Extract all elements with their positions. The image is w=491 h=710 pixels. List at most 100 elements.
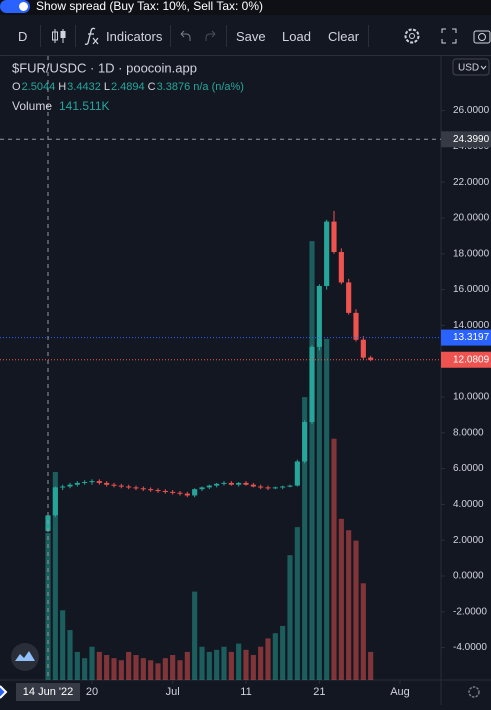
volume-layer xyxy=(45,241,374,680)
crosshair-y-label: 24.3990 xyxy=(453,134,490,145)
candle-body xyxy=(331,221,337,253)
settings-icon[interactable] xyxy=(402,26,422,46)
spread-toggle[interactable] xyxy=(0,0,30,13)
volume-bar xyxy=(177,660,183,680)
volume-bar xyxy=(199,646,205,680)
volume-bar xyxy=(60,610,66,680)
volume-bar xyxy=(324,338,330,680)
candle-body xyxy=(258,486,264,488)
candle-body xyxy=(368,357,374,360)
y-tick-label: 6.0000 xyxy=(453,463,484,474)
candle-body xyxy=(236,482,242,485)
candle-body xyxy=(346,282,352,313)
volume-title: Volume xyxy=(12,99,52,113)
volume-bar xyxy=(206,651,212,680)
save-button[interactable]: Save xyxy=(236,29,266,44)
volume-bar xyxy=(126,651,132,680)
candle-body xyxy=(52,487,58,516)
ohlc-legend: O 2.5044 H 3.4432 L 2.4894 C 3.3876 n/a (n/a%) xyxy=(12,81,244,93)
crosshair-y-badge xyxy=(441,131,491,148)
screenshot-icon[interactable] xyxy=(472,27,491,45)
indicators-icon[interactable] xyxy=(84,26,100,46)
interval-button[interactable]: D xyxy=(18,29,28,44)
ohlc-value: 3.3876 xyxy=(157,81,191,93)
volume-bar xyxy=(111,658,117,680)
volume-bar xyxy=(155,663,161,680)
candle-body xyxy=(89,481,95,483)
candle-body xyxy=(74,482,80,485)
currency-box[interactable] xyxy=(452,58,490,76)
candle-type-icon[interactable] xyxy=(50,27,68,45)
ohlc-key: C xyxy=(148,81,156,93)
volume-bar xyxy=(243,649,249,680)
separator xyxy=(40,25,41,47)
candle-body xyxy=(104,482,110,485)
change-value: n/a (n/a%) xyxy=(193,81,244,93)
volume-bar xyxy=(170,655,176,680)
volume-bar xyxy=(82,658,88,680)
candle-body xyxy=(302,422,308,462)
candle-body xyxy=(294,461,300,486)
x-tick-label: Jul xyxy=(166,686,180,698)
y-tick-label: 4.0000 xyxy=(453,499,484,510)
candle-body xyxy=(111,484,117,486)
candle-body xyxy=(265,487,271,489)
price-line-label: 13.3197 xyxy=(453,332,490,343)
candle-body xyxy=(353,312,359,340)
candle-body xyxy=(192,489,198,496)
price-layer xyxy=(0,56,441,680)
volume-bar xyxy=(45,532,51,680)
candle-body xyxy=(338,252,344,283)
volume-bar xyxy=(316,338,322,680)
indicators-button[interactable]: Indicators xyxy=(106,29,163,44)
volume-bar xyxy=(353,540,359,680)
ohlc-key: H xyxy=(58,81,66,93)
volume-bar xyxy=(104,655,110,680)
candle-body xyxy=(82,482,88,484)
volume-bar xyxy=(258,646,264,680)
y-tick-label: 2.0000 xyxy=(453,535,484,546)
volume-bar xyxy=(346,530,352,680)
volume-bar xyxy=(280,625,286,680)
volume-bar xyxy=(162,658,168,680)
volume-bar xyxy=(360,583,366,680)
candle-body xyxy=(199,487,205,490)
axis-settings-icon[interactable] xyxy=(468,686,480,698)
fullscreen-icon[interactable] xyxy=(440,27,458,45)
volume-bar xyxy=(52,472,58,680)
ohlc-key: L xyxy=(104,81,110,93)
y-tick-label: 0.0000 xyxy=(453,571,484,582)
volume-bar xyxy=(140,658,146,680)
crosshair-x-label: 14 Jun '22 xyxy=(23,686,73,698)
separator xyxy=(368,25,369,47)
y-tick-label: 20.0000 xyxy=(453,213,490,224)
volume-bar xyxy=(250,655,256,680)
candle-body xyxy=(316,286,322,347)
y-tick-label: -4.0000 xyxy=(453,642,487,653)
undo-redo[interactable] xyxy=(178,28,218,44)
currency-label: USD xyxy=(458,63,479,74)
clear-button[interactable]: Clear xyxy=(328,29,360,44)
candle-body xyxy=(309,346,315,423)
volume-bar xyxy=(272,633,278,680)
y-tick-label: 22.0000 xyxy=(453,177,490,188)
volume-bar xyxy=(338,518,344,680)
volume-bar xyxy=(302,397,308,680)
separator xyxy=(75,25,76,47)
volume-bar xyxy=(368,651,374,680)
scroll-arrow[interactable] xyxy=(0,685,8,699)
volume-bar xyxy=(236,643,242,680)
candle-body xyxy=(287,485,293,487)
toolbar: D Indicators Save Load Clear xyxy=(0,17,491,56)
candle-body xyxy=(148,489,154,491)
candle-body xyxy=(324,221,330,287)
volume-bar xyxy=(214,649,220,680)
y-tick-label: -2.0000 xyxy=(453,606,487,617)
candle-body xyxy=(60,486,66,488)
candle-body xyxy=(360,339,366,358)
load-button[interactable]: Load xyxy=(282,29,311,44)
candle-body xyxy=(162,490,168,492)
candle-body xyxy=(177,492,183,494)
